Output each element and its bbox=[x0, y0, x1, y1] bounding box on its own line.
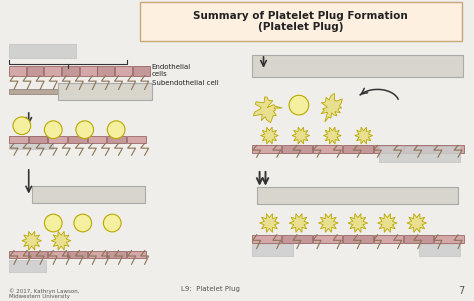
Bar bbox=[252, 145, 281, 153]
Bar bbox=[256, 187, 458, 204]
Polygon shape bbox=[289, 214, 309, 232]
Bar bbox=[435, 235, 464, 243]
Bar bbox=[9, 66, 26, 76]
Polygon shape bbox=[377, 214, 397, 232]
Circle shape bbox=[45, 121, 62, 138]
Bar bbox=[9, 135, 53, 149]
Polygon shape bbox=[261, 127, 278, 144]
Polygon shape bbox=[323, 127, 341, 144]
Bar bbox=[9, 135, 28, 144]
Polygon shape bbox=[22, 231, 42, 250]
Bar bbox=[9, 250, 28, 258]
Bar bbox=[252, 235, 281, 243]
Circle shape bbox=[289, 95, 309, 115]
Bar bbox=[127, 250, 146, 258]
Circle shape bbox=[13, 117, 31, 135]
Bar bbox=[343, 145, 373, 153]
Bar bbox=[29, 250, 47, 258]
Bar bbox=[282, 145, 312, 153]
Text: 7: 7 bbox=[458, 286, 464, 296]
Bar bbox=[9, 260, 46, 272]
Circle shape bbox=[107, 121, 125, 138]
Bar bbox=[127, 135, 146, 144]
Bar bbox=[88, 250, 106, 258]
Bar bbox=[48, 135, 67, 144]
Polygon shape bbox=[407, 214, 427, 232]
Bar bbox=[62, 66, 79, 76]
Text: L9:  Platelet Plug: L9: Platelet Plug bbox=[181, 286, 240, 292]
Bar bbox=[115, 66, 132, 76]
Circle shape bbox=[45, 214, 62, 232]
Polygon shape bbox=[51, 231, 71, 250]
Bar bbox=[48, 250, 67, 258]
Circle shape bbox=[103, 214, 121, 232]
Polygon shape bbox=[260, 214, 279, 232]
Bar bbox=[58, 82, 152, 100]
Bar bbox=[9, 89, 150, 94]
Bar bbox=[68, 135, 87, 144]
Bar bbox=[9, 44, 76, 58]
Polygon shape bbox=[355, 127, 373, 144]
Circle shape bbox=[76, 121, 93, 138]
Bar bbox=[374, 235, 403, 243]
Bar bbox=[404, 145, 434, 153]
Bar bbox=[133, 66, 150, 76]
Polygon shape bbox=[292, 127, 310, 144]
Bar bbox=[374, 145, 403, 153]
Bar bbox=[252, 55, 463, 77]
Bar bbox=[45, 66, 61, 76]
Bar bbox=[29, 135, 47, 144]
Polygon shape bbox=[348, 214, 368, 232]
Text: © 2017, Kathryn Lawson,
Midwestern University: © 2017, Kathryn Lawson, Midwestern Unive… bbox=[9, 288, 80, 299]
Bar bbox=[32, 186, 145, 203]
Bar bbox=[27, 66, 44, 76]
Text: Subendothelial cell: Subendothelial cell bbox=[152, 79, 218, 85]
Bar bbox=[282, 235, 312, 243]
Bar bbox=[419, 244, 460, 256]
Bar bbox=[380, 146, 460, 162]
Bar bbox=[404, 235, 434, 243]
Bar bbox=[140, 2, 462, 41]
Circle shape bbox=[74, 214, 91, 232]
Text: Endothelial
cells: Endothelial cells bbox=[152, 64, 191, 77]
Bar bbox=[107, 135, 126, 144]
Bar bbox=[107, 250, 126, 258]
Bar bbox=[313, 145, 342, 153]
Bar bbox=[435, 145, 464, 153]
Bar bbox=[88, 135, 106, 144]
Polygon shape bbox=[319, 214, 338, 232]
Bar bbox=[343, 235, 373, 243]
Bar bbox=[252, 244, 293, 256]
Bar bbox=[313, 235, 342, 243]
Bar bbox=[68, 250, 87, 258]
Polygon shape bbox=[254, 97, 283, 123]
Polygon shape bbox=[321, 93, 342, 122]
Bar bbox=[98, 66, 114, 76]
Bar bbox=[80, 66, 97, 76]
Text: Summary of Platelet Plug Formation
(Platelet Plug): Summary of Platelet Plug Formation (Plat… bbox=[193, 11, 408, 33]
